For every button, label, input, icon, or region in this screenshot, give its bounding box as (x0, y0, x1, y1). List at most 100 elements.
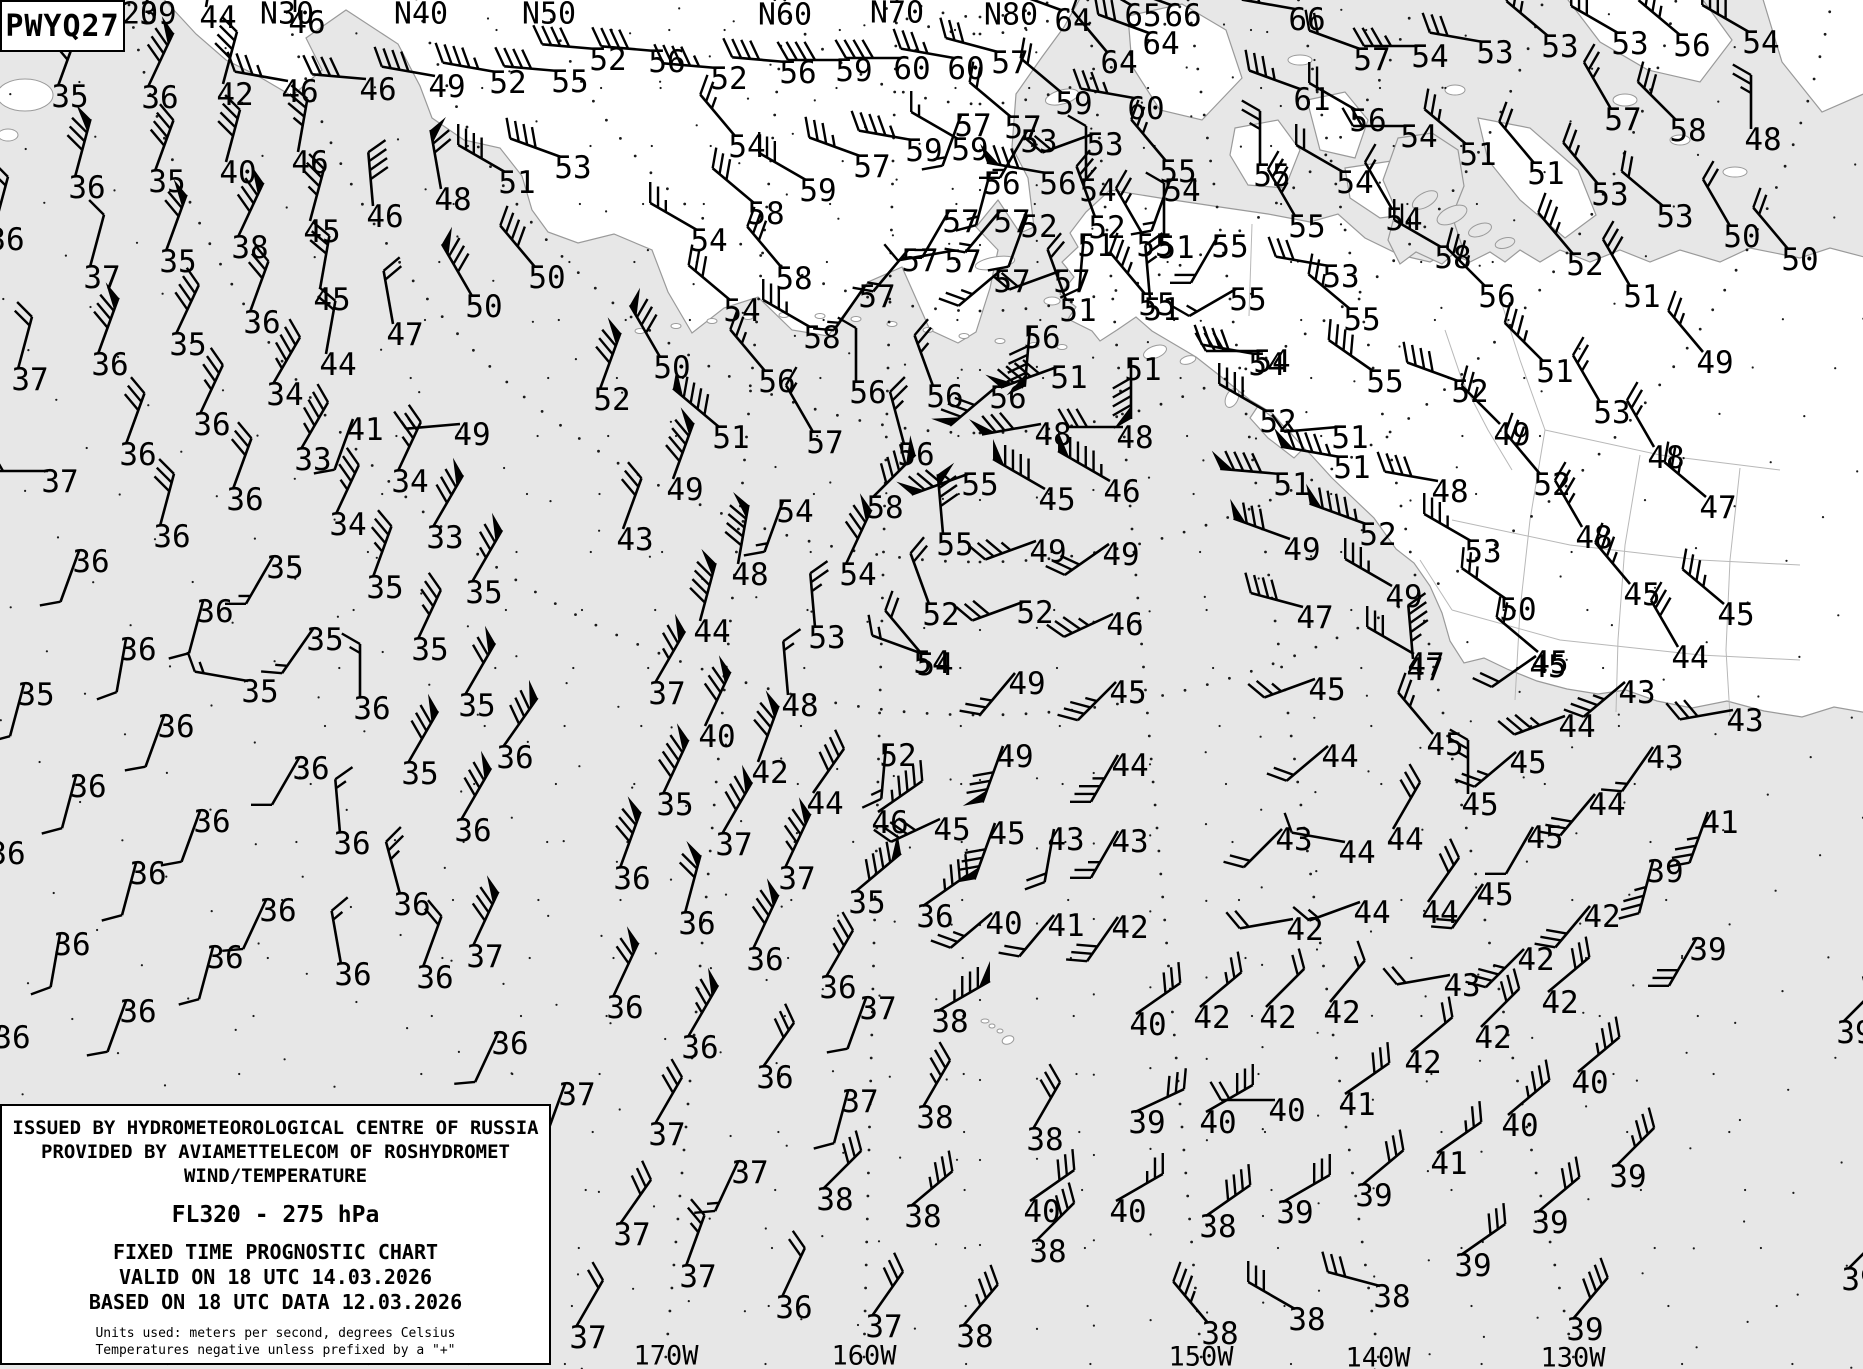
wind-barb-full (1627, 156, 1634, 178)
wind-barb-half (1567, 492, 1576, 505)
wind-barb-half (1473, 386, 1479, 399)
wind-barb-full (1075, 408, 1089, 428)
wind-barb-full (1752, 187, 1762, 209)
station: 43 (1223, 822, 1313, 869)
wind-barb-full (972, 599, 990, 616)
wind-barb-full (155, 466, 173, 484)
station: 56 (931, 380, 1027, 427)
station: 39 (1609, 1107, 1656, 1195)
wind-barb-full (1567, 1162, 1574, 1184)
wind-barb-full (1291, 954, 1299, 976)
wind-barb-full (1008, 344, 1029, 356)
wind-barb-full (784, 1003, 796, 1024)
temperature-label: 55 (936, 527, 973, 563)
wind-barb-full (1443, 845, 1455, 866)
wind-barb-full (1049, 240, 1066, 259)
station: 55 (1266, 150, 1326, 245)
wind-barb-full (472, 761, 486, 781)
wind-barb-full (1252, 574, 1261, 596)
temperature-label: 51 (1333, 450, 1370, 486)
station: 38 (231, 166, 269, 266)
wind-barb-full (1430, 14, 1440, 35)
wind-barb-full (734, 316, 745, 337)
wind-barb-full (968, 545, 987, 561)
island (958, 333, 970, 339)
wind-barb-full (910, 31, 920, 53)
station: 36 (341, 632, 391, 727)
station: 51 (1601, 220, 1661, 315)
station: 52 (909, 536, 960, 633)
wind-barb-full (1470, 1106, 1476, 1128)
wind-barb-full (93, 310, 109, 329)
temperature-label: 49 (453, 417, 490, 453)
wind-barb-full (693, 569, 711, 587)
island (1179, 355, 1197, 365)
wind-barb-half (1368, 159, 1377, 171)
station: 39 (1531, 1156, 1581, 1241)
wind-barb-full (740, 39, 752, 60)
wind-barb-full (233, 429, 250, 448)
wind-barb-full (641, 1160, 653, 1181)
wind-barb-half (1271, 682, 1282, 693)
station: 39 (1566, 1257, 1609, 1348)
station: 56 (1006, 320, 1061, 396)
wind-barb-half (1740, 85, 1752, 95)
wind-barb-full (447, 237, 461, 257)
lake (1494, 237, 1516, 249)
wind-barb-half (1615, 781, 1628, 786)
wind-barb-shaft (73, 118, 92, 178)
wind-barb-full (1109, 232, 1119, 254)
wind-barb-pennant (161, 16, 174, 45)
wind-barb-full (689, 586, 706, 604)
temperature-label: 34 (266, 377, 303, 413)
wind-barb-full (1024, 881, 1046, 891)
station: 36 (86, 994, 157, 1057)
temperature-label: 50 (1781, 242, 1818, 278)
wind-barb-full (1427, 350, 1434, 372)
station: 45 (1057, 675, 1147, 722)
island (988, 1023, 996, 1029)
wind-barb-full (1403, 771, 1417, 791)
wind-barb-full (214, 42, 231, 59)
temperature-label: 36 (69, 769, 106, 805)
temperature-label: 54 (776, 494, 813, 530)
wind-barb-full (1695, 559, 1702, 582)
wind-barb-full (1636, 61, 1645, 83)
station: 58 (1393, 199, 1472, 276)
temperature-label: 45 (1109, 675, 1146, 711)
temperature-label: 61 (1293, 82, 1330, 118)
wind-barb-full (1169, 967, 1175, 989)
wind-barb-full (452, 245, 466, 265)
wind-barb-full (696, 388, 703, 410)
wind-barb-full (407, 404, 422, 423)
wind-barb-full (1391, 965, 1407, 984)
wind-barb-full (1292, 906, 1311, 922)
station: 39 (1128, 1068, 1187, 1141)
wind-barb-full (787, 816, 802, 836)
wind-barb-full (1172, 1261, 1182, 1283)
wind-barb-full (1550, 816, 1573, 823)
wind-barb-full (749, 40, 761, 61)
wind-barb-full (1467, 552, 1473, 574)
station: 58 (762, 279, 841, 356)
wind-barb-half (1383, 35, 1393, 47)
temperature-label: 44 (1338, 835, 1375, 871)
station: 45 (1495, 596, 1569, 681)
wind-barb-pennant (675, 613, 685, 643)
temperature-label: 51 (1059, 293, 1096, 329)
station: 44 (1292, 895, 1391, 931)
temperature-label: 44 (1111, 748, 1148, 784)
temperature-label: 43 (1618, 675, 1655, 711)
station: 35 (401, 693, 440, 792)
lake (1411, 190, 1439, 210)
station: 35 (169, 267, 207, 363)
wind-barb-full (1498, 101, 1508, 123)
temperature-label: 43 (1275, 822, 1312, 858)
land-polygon (1567, 0, 1733, 83)
wind-barb-full (1471, 974, 1493, 982)
station: 52 (653, 43, 748, 97)
wind-barb-full (1460, 547, 1465, 569)
wind-barb-full (1182, 1068, 1187, 1090)
station: 57 (901, 204, 980, 259)
